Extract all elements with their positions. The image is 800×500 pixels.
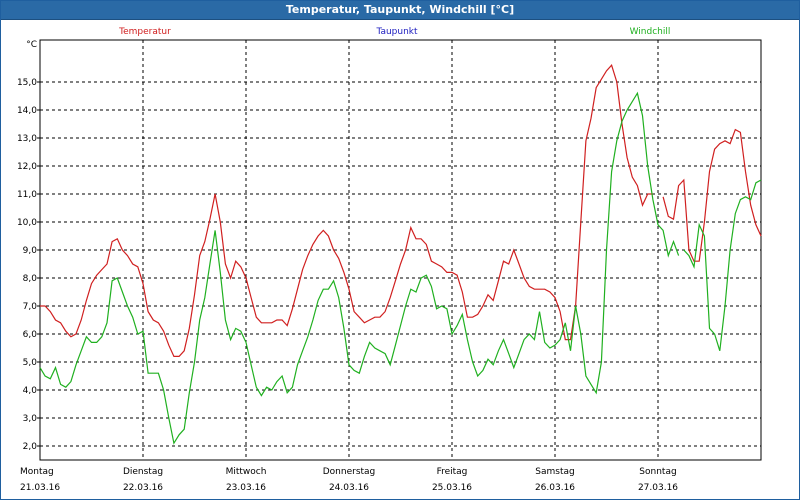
y-tick-label: 11,0 bbox=[17, 190, 37, 200]
x-date-label: 24.03.16 bbox=[329, 483, 369, 493]
series-line-windchill bbox=[683, 179, 762, 351]
grid-lines bbox=[40, 40, 761, 460]
y-tick-label: 6,0 bbox=[23, 330, 38, 340]
y-tick-label: 5,0 bbox=[23, 358, 38, 368]
x-day-label: Mittwoch bbox=[226, 467, 267, 477]
y-tick-label: 7,0 bbox=[23, 302, 38, 312]
series-line-temperatur bbox=[40, 64, 653, 357]
x-date-label: 23.03.16 bbox=[226, 483, 266, 493]
x-day-label: Sonntag bbox=[639, 467, 676, 477]
legend-entry-temperatur: Temperatur bbox=[118, 27, 171, 37]
legend-entry-windchill: Windchill bbox=[630, 27, 671, 37]
y-tick-label: 2,0 bbox=[23, 442, 38, 452]
x-date-label: 21.03.16 bbox=[20, 483, 60, 493]
x-day-label: Montag bbox=[20, 467, 54, 477]
x-axis: Montag 21.03.16 Dienstag 22.03.16 Mittwoch 23… bbox=[20, 467, 678, 493]
x-day-label: Freitag bbox=[437, 467, 468, 477]
y-axis-unit: °C bbox=[26, 40, 37, 50]
series-line-temperatur bbox=[662, 128, 762, 262]
x-day-label: Dienstag bbox=[123, 467, 163, 477]
y-tick-label: 3,0 bbox=[23, 414, 38, 424]
y-tick-label: 4,0 bbox=[23, 386, 38, 396]
y-tick-label: 15,0 bbox=[17, 78, 37, 88]
x-date-label: 25.03.16 bbox=[432, 483, 472, 493]
x-day-label: Samstag bbox=[535, 467, 574, 477]
y-tick-label: 10,0 bbox=[17, 218, 37, 228]
series-line-windchill bbox=[39, 91, 680, 445]
y-tick-label: 13,0 bbox=[17, 134, 37, 144]
y-tick-label: 9,0 bbox=[23, 246, 38, 256]
y-axis: 2,0 3,0 4,0 5,0 6,0 7,0 8,0 9,0 10,0 11,0 12,0 13,0… bbox=[17, 40, 40, 452]
x-day-label: Donnerstag bbox=[323, 467, 376, 477]
y-tick-label: 14,0 bbox=[17, 106, 37, 116]
y-tick-label: 12,0 bbox=[17, 162, 37, 172]
x-date-label: 22.03.16 bbox=[123, 483, 163, 493]
series-lines bbox=[39, 64, 762, 445]
legend: Temperatur Taupunkt Windchill bbox=[118, 27, 670, 37]
x-date-label: 27.03.16 bbox=[638, 483, 678, 493]
chart-title: Temperatur, Taupunkt, Windchill [°C] bbox=[1, 1, 799, 20]
legend-entry-taupunkt: Taupunkt bbox=[375, 27, 418, 37]
y-tick-label: 8,0 bbox=[23, 274, 38, 284]
x-date-label: 26.03.16 bbox=[535, 483, 575, 493]
